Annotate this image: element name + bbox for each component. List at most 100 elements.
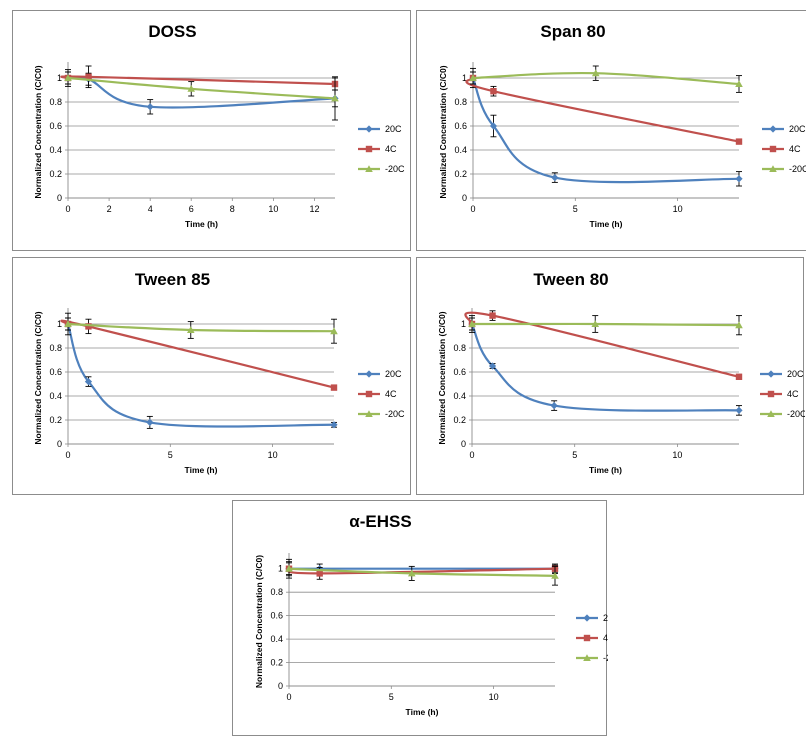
x-axis-label: Time (h) [406, 707, 439, 717]
series-line--20C [471, 322, 740, 327]
series-line-4C [465, 76, 740, 143]
x-tick-label: 0 [470, 204, 475, 214]
y-axis-label: Normalized Concentration (C/C0) [33, 65, 43, 198]
legend-marker--20C [365, 410, 373, 417]
data-point-4C [85, 73, 92, 80]
data-point-4C [490, 88, 497, 95]
y-tick-label: 0.8 [453, 343, 466, 353]
x-tick-label: 0 [286, 692, 291, 702]
chart-panel-span80: Span 80 0 0.2 0.4 0.6 0.8 1 0 5 10 Time (h) Normali… [416, 10, 806, 251]
chart-title: Tween 85 [135, 270, 210, 289]
chart-panel-doss: DOSS 0 0.2 0.4 0.6 0.8 1 0 2 4 6 8 10 12 Time (h) Norma… [12, 10, 411, 251]
data-point--20C [331, 94, 339, 102]
legend-label: 4C [787, 389, 799, 399]
chart-title: Tween 80 [533, 270, 608, 289]
series-line-4C [60, 75, 336, 86]
legend-label: 20C [385, 369, 402, 379]
y-axis-label: Normalized Concentration (C/C0) [33, 311, 43, 444]
legend-marker-20C [769, 125, 777, 133]
chart-title: α-EHSS [349, 512, 411, 531]
data-point-4C [85, 323, 92, 330]
chart-title: DOSS [148, 22, 196, 41]
y-axis-label: Normalized Concentration (C/C0) [254, 555, 264, 688]
x-tick-label: 5 [389, 692, 394, 702]
data-point--20C [285, 564, 293, 572]
legend-marker--20C [365, 165, 373, 172]
legend-marker-4C [769, 145, 777, 153]
data-point-20C [330, 421, 338, 429]
data-point-4C [735, 373, 743, 380]
data-point-20C [550, 402, 558, 410]
legend-label: -20C [385, 409, 405, 419]
legend-marker--20C [583, 654, 591, 661]
chart-panel-tween85: Tween 85 0 0.2 0.4 0.6 0.8 1 0 5 10 Time (h) Normal… [12, 257, 411, 495]
legend-label: 20C [603, 613, 608, 623]
legend-marker-20C [583, 614, 591, 622]
y-tick-label: 0.2 [49, 169, 62, 179]
y-tick-label: 0.2 [49, 415, 62, 425]
data-point-20C [146, 103, 154, 111]
x-axis-label: Time (h) [185, 465, 218, 475]
y-tick-label: 0.8 [49, 343, 62, 353]
legend-marker-20C [365, 370, 373, 378]
y-tick-label: 0.8 [49, 97, 62, 107]
legend-marker-4C [365, 390, 373, 398]
series-line-20C [470, 323, 740, 412]
x-axis-label: Time (h) [185, 219, 218, 229]
legend-marker--20C [767, 410, 775, 417]
data-point--20C [64, 74, 72, 81]
data-point-4C [316, 570, 323, 577]
legend-marker-20C [365, 125, 373, 133]
chart-panel-aehss: α-EHSS 0 0.2 0.4 0.6 0.8 1 0 5 10 Time (h) Normaliz… [232, 500, 608, 736]
y-tick-label: 0.2 [270, 658, 283, 668]
series-line-4C [60, 319, 335, 389]
legend-label: 4C [385, 144, 397, 154]
y-tick-label: 1 [57, 319, 62, 329]
x-tick-label: 5 [573, 204, 578, 214]
x-tick-label: 0 [469, 450, 474, 460]
x-tick-label: 2 [107, 204, 112, 214]
data-point--20C [186, 326, 195, 333]
series-line-20C [471, 77, 740, 184]
legend-label: 20C [787, 369, 804, 379]
y-tick-label: 0 [57, 193, 62, 203]
data-point--20C [591, 320, 600, 327]
y-tick-label: 1 [57, 73, 62, 83]
data-point--20C [735, 80, 743, 87]
x-axis-label: Time (h) [589, 465, 622, 475]
legend-marker-4C [365, 145, 373, 153]
data-point--20C [551, 571, 559, 579]
data-point--20C [469, 74, 477, 81]
x-tick-label: 12 [309, 204, 319, 214]
x-tick-label: 5 [168, 450, 173, 460]
y-axis-label: Normalized Concentration (C/C0) [437, 311, 447, 444]
data-point--20C [407, 569, 416, 577]
y-axis-label: Normalized Concentration (C/C0) [438, 65, 448, 198]
y-tick-label: 0.8 [270, 587, 283, 597]
series-line-20C [66, 323, 335, 428]
legend-label: 20C [789, 124, 806, 134]
y-tick-label: 0.2 [454, 169, 467, 179]
x-tick-label: 10 [268, 204, 278, 214]
x-tick-label: 10 [673, 204, 683, 214]
y-tick-label: 0 [461, 439, 466, 449]
data-point-20C [551, 174, 559, 182]
legend-label: -20C [789, 164, 806, 174]
data-point-20C [488, 362, 497, 370]
data-point--20C [591, 69, 600, 77]
y-tick-label: 0.6 [453, 367, 466, 377]
legend-marker--20C [769, 165, 777, 172]
x-axis-label: Time (h) [590, 219, 623, 229]
x-tick-label: 0 [65, 450, 70, 460]
legend-marker-4C [583, 634, 591, 642]
y-tick-label: 1 [462, 73, 467, 83]
y-tick-label: 0.6 [270, 611, 283, 621]
x-tick-label: 10 [489, 692, 499, 702]
x-tick-label: 4 [148, 204, 153, 214]
data-point--20C [64, 320, 72, 327]
